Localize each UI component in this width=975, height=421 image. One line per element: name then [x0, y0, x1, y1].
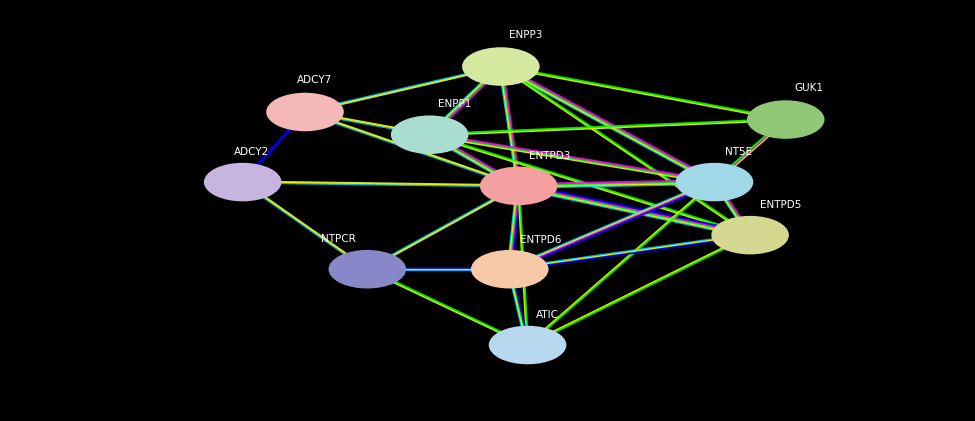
Text: GUK1: GUK1 [795, 83, 823, 93]
Text: ENPP3: ENPP3 [509, 30, 543, 40]
Circle shape [712, 216, 789, 254]
Text: ATIC: ATIC [536, 310, 559, 320]
Circle shape [266, 93, 344, 131]
Circle shape [488, 326, 566, 364]
Text: NTPCR: NTPCR [321, 234, 356, 244]
Text: ADCY2: ADCY2 [234, 147, 269, 157]
Text: ADCY7: ADCY7 [296, 75, 332, 85]
Circle shape [471, 250, 549, 288]
Text: ENTPD5: ENTPD5 [760, 200, 801, 210]
Text: ENPP1: ENPP1 [438, 99, 472, 109]
Circle shape [391, 115, 468, 154]
Circle shape [747, 100, 825, 139]
Circle shape [676, 163, 754, 201]
Circle shape [329, 250, 407, 288]
Circle shape [204, 163, 282, 201]
Text: ENTPD6: ENTPD6 [520, 235, 562, 245]
Circle shape [480, 167, 558, 205]
Text: ENTPD3: ENTPD3 [528, 152, 570, 161]
Circle shape [462, 47, 539, 86]
Text: NT5E: NT5E [724, 147, 752, 157]
